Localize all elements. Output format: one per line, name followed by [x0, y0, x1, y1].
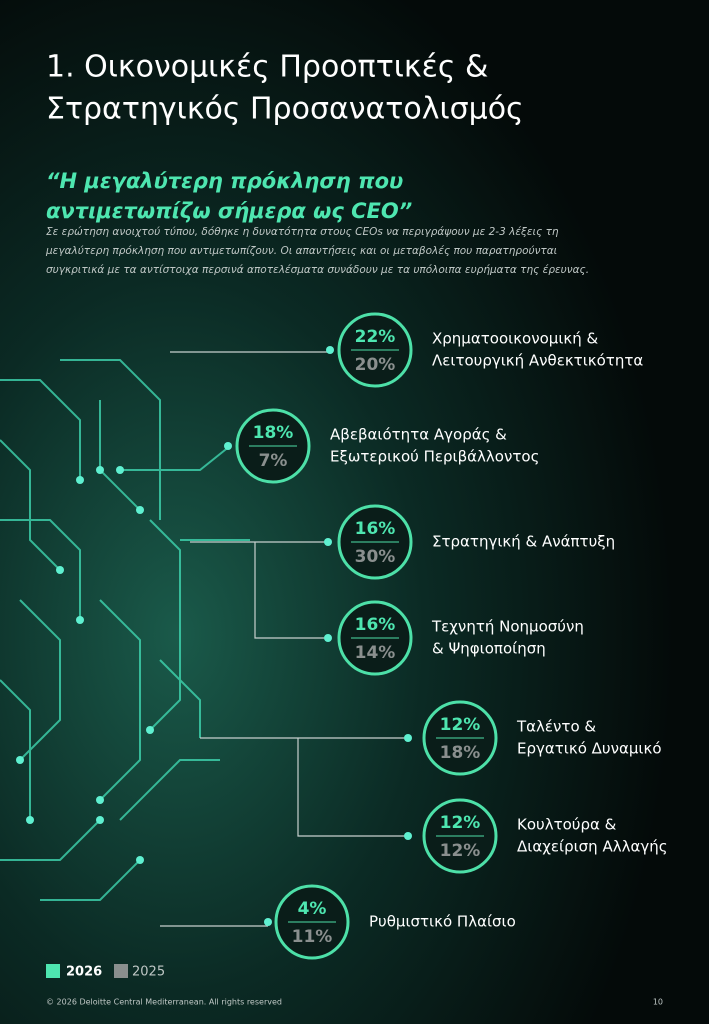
item-label: Ρυθμιστικό Πλαίσιο	[369, 913, 516, 931]
item-label: Εργατικό Δυναμικό	[517, 740, 662, 758]
page-number: 10	[653, 998, 663, 1007]
item-label: Αβεβαιότητα Αγοράς &	[330, 426, 507, 444]
value-2026: 12%	[440, 813, 481, 833]
connector-dot	[224, 442, 232, 450]
value-2026: 12%	[440, 715, 481, 735]
intro-text: συγκριτικά με τα αντίστοιχα περσινά αποτ…	[46, 264, 589, 276]
item-label: Στρατηγική & Ανάπτυξη	[432, 533, 615, 551]
page-title: 1. Οικονομικές Προοπτικές &	[46, 50, 488, 85]
value-2025: 20%	[355, 355, 396, 375]
value-2026: 18%	[253, 423, 294, 443]
item-label: Ταλέντο &	[516, 718, 596, 736]
connector-dot	[404, 832, 412, 840]
item-label: & Ψηφιοποίηση	[432, 640, 546, 658]
value-2025: 7%	[259, 451, 288, 471]
circuit-decoration	[0, 359, 250, 901]
value-2025: 14%	[355, 643, 396, 663]
connector-dot	[404, 734, 412, 742]
item-label: Διαχείριση Αλλαγής	[517, 838, 668, 856]
value-2026: 4%	[298, 899, 327, 919]
intro-text: μεγαλύτερη πρόκληση που αντιμετωπίζουν. …	[45, 245, 557, 257]
quote: αντιμετωπίζω σήμερα ως CEO”	[46, 199, 412, 223]
value-2025: 18%	[440, 743, 481, 763]
value-2026: 16%	[355, 615, 396, 635]
value-2026: 22%	[355, 327, 396, 347]
connector	[160, 351, 408, 927]
item-label: Τεχνητή Νοημοσύνη	[431, 618, 584, 636]
legend-swatch-2025	[114, 964, 128, 978]
legend-2026: 2026	[66, 965, 102, 980]
legend-2025: 2025	[132, 965, 165, 980]
item-label: Λειτουργική Ανθεκτικότητα	[432, 352, 643, 370]
page-title: Στρατηγικός Προσανατολισμός	[46, 92, 524, 127]
quote: “Η μεγαλύτερη πρόκληση που	[46, 169, 403, 193]
connector-dot	[326, 346, 334, 354]
circuit-nodes	[16, 466, 154, 864]
item-label: Κουλτούρα &	[517, 816, 617, 834]
legend-swatch-2026	[46, 964, 60, 978]
intro-text: Σε ερώτηση ανοιχτού τύπου, δόθηκε η δυνα…	[46, 226, 559, 238]
item-label: Εξωτερικού Περιβάλλοντος	[330, 448, 539, 466]
value-2026: 16%	[355, 519, 396, 539]
item-label: Χρηματοοικονομική &	[432, 330, 599, 348]
connector-dot	[264, 918, 272, 926]
connector-dot	[324, 634, 332, 642]
copyright: © 2026 Deloitte Central Mediterranean. A…	[46, 998, 282, 1007]
value-2025: 11%	[292, 927, 333, 947]
value-2025: 12%	[440, 841, 481, 861]
value-2025: 30%	[355, 547, 396, 567]
connector-dot	[324, 538, 332, 546]
